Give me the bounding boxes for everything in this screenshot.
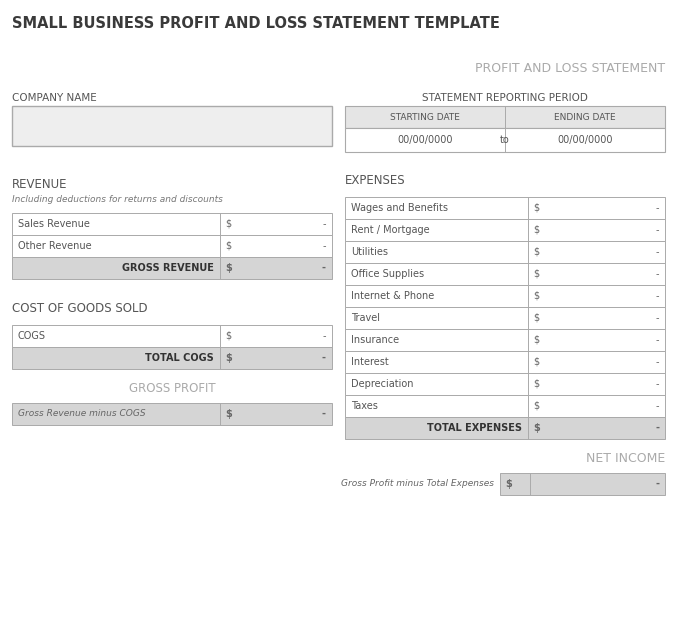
Text: Travel: Travel [351, 313, 380, 323]
Text: -: - [655, 203, 659, 213]
Text: Rent / Mortgage: Rent / Mortgage [351, 225, 429, 235]
Text: $: $ [225, 263, 232, 273]
Text: $: $ [533, 335, 539, 345]
Bar [12, 106, 332, 146]
Bar [345, 351, 665, 373]
Text: 00/00/0000: 00/00/0000 [558, 135, 613, 145]
Text: Interest: Interest [351, 357, 389, 367]
Text: -: - [323, 219, 326, 229]
Text: SMALL BUSINESS PROFIT AND LOSS STATEMENT TEMPLATE: SMALL BUSINESS PROFIT AND LOSS STATEMENT… [12, 17, 500, 32]
Text: -: - [323, 241, 326, 251]
Text: REVENUE: REVENUE [12, 179, 68, 191]
Text: $: $ [533, 291, 539, 301]
Text: Depreciation: Depreciation [351, 379, 414, 389]
Text: -: - [655, 291, 659, 301]
Text: $: $ [533, 379, 539, 389]
Text: -: - [322, 353, 326, 363]
Text: -: - [655, 335, 659, 345]
Text: $: $ [225, 331, 231, 341]
Text: Including deductions for returns and discounts: Including deductions for returns and dis… [12, 195, 223, 205]
Text: Taxes: Taxes [351, 401, 378, 411]
Text: -: - [655, 225, 659, 235]
Text: $: $ [533, 357, 539, 367]
Text: $: $ [225, 241, 231, 251]
Text: GROSS REVENUE: GROSS REVENUE [122, 263, 214, 273]
Text: Internet & Phone: Internet & Phone [351, 291, 434, 301]
Text: $: $ [533, 269, 539, 279]
Text: Gross Profit minus Total Expenses: Gross Profit minus Total Expenses [341, 480, 494, 488]
Text: -: - [655, 401, 659, 411]
Text: Office Supplies: Office Supplies [351, 269, 424, 279]
Bar [345, 106, 665, 128]
Bar [12, 213, 332, 235]
Text: Sales Revenue: Sales Revenue [18, 219, 90, 229]
Text: PROFIT AND LOSS STATEMENT: PROFIT AND LOSS STATEMENT [475, 62, 665, 74]
Text: $: $ [533, 247, 539, 257]
Text: NET INCOME: NET INCOME [586, 452, 665, 466]
Text: Insurance: Insurance [351, 335, 399, 345]
Text: $: $ [533, 423, 540, 433]
Text: -: - [655, 379, 659, 389]
Bar [12, 257, 332, 279]
Text: TOTAL EXPENSES: TOTAL EXPENSES [427, 423, 522, 433]
Bar [345, 241, 665, 263]
Text: $: $ [505, 479, 512, 489]
Text: $: $ [225, 219, 231, 229]
Text: $: $ [225, 353, 232, 363]
Bar [345, 307, 665, 329]
Text: STARTING DATE: STARTING DATE [390, 113, 460, 121]
Bar [345, 417, 665, 439]
Text: to: to [500, 135, 510, 145]
Bar [12, 347, 332, 369]
Text: -: - [655, 247, 659, 257]
Text: -: - [655, 479, 659, 489]
Text: $: $ [225, 409, 232, 419]
Text: COGS: COGS [18, 331, 46, 341]
Bar [345, 329, 665, 351]
Bar [345, 373, 665, 395]
Text: $: $ [533, 225, 539, 235]
Bar [345, 263, 665, 285]
Text: -: - [655, 269, 659, 279]
Bar [345, 395, 665, 417]
Text: ENDING DATE: ENDING DATE [554, 113, 616, 121]
Text: -: - [655, 357, 659, 367]
Bar [345, 128, 665, 152]
Text: STATEMENT REPORTING PERIOD: STATEMENT REPORTING PERIOD [422, 93, 588, 103]
Bar [12, 325, 332, 347]
Bar [345, 197, 665, 219]
Text: Wages and Benefits: Wages and Benefits [351, 203, 448, 213]
Text: GROSS PROFIT: GROSS PROFIT [129, 382, 215, 396]
Text: EXPENSES: EXPENSES [345, 174, 406, 188]
Bar [500, 473, 665, 495]
Text: COMPANY NAME: COMPANY NAME [12, 93, 97, 103]
Bar [12, 235, 332, 257]
Text: -: - [655, 423, 659, 433]
Text: -: - [322, 263, 326, 273]
Bar [345, 219, 665, 241]
Text: -: - [655, 313, 659, 323]
Bar [12, 403, 332, 425]
Bar [345, 285, 665, 307]
Text: 00/00/0000: 00/00/0000 [398, 135, 453, 145]
Text: -: - [323, 331, 326, 341]
Text: Gross Revenue minus COGS: Gross Revenue minus COGS [18, 410, 146, 418]
Text: $: $ [533, 313, 539, 323]
Text: -: - [322, 409, 326, 419]
Text: TOTAL COGS: TOTAL COGS [145, 353, 214, 363]
Text: Utilities: Utilities [351, 247, 388, 257]
Text: COST OF GOODS SOLD: COST OF GOODS SOLD [12, 303, 148, 315]
Text: $: $ [533, 203, 539, 213]
Text: Other Revenue: Other Revenue [18, 241, 92, 251]
Text: $: $ [533, 401, 539, 411]
